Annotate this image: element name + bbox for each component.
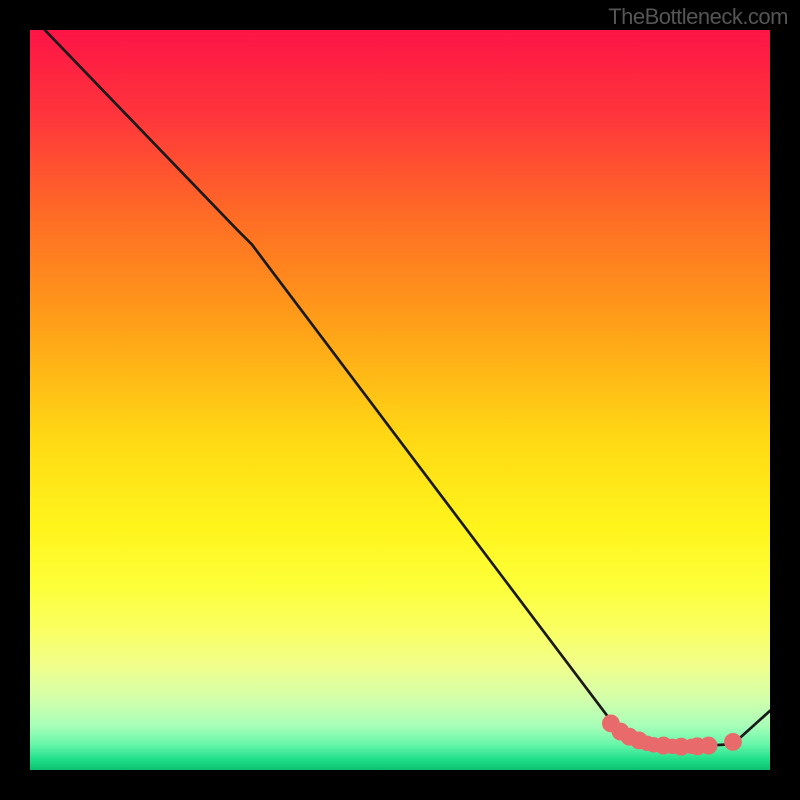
watermark-text: TheBottleneck.com [608, 4, 788, 30]
marker-dot [703, 740, 713, 750]
plot-area [30, 30, 770, 770]
plot-svg [30, 30, 770, 770]
gradient-fill [30, 30, 770, 770]
chart-container: TheBottleneck.com [0, 0, 800, 800]
marker-dot [728, 737, 738, 747]
